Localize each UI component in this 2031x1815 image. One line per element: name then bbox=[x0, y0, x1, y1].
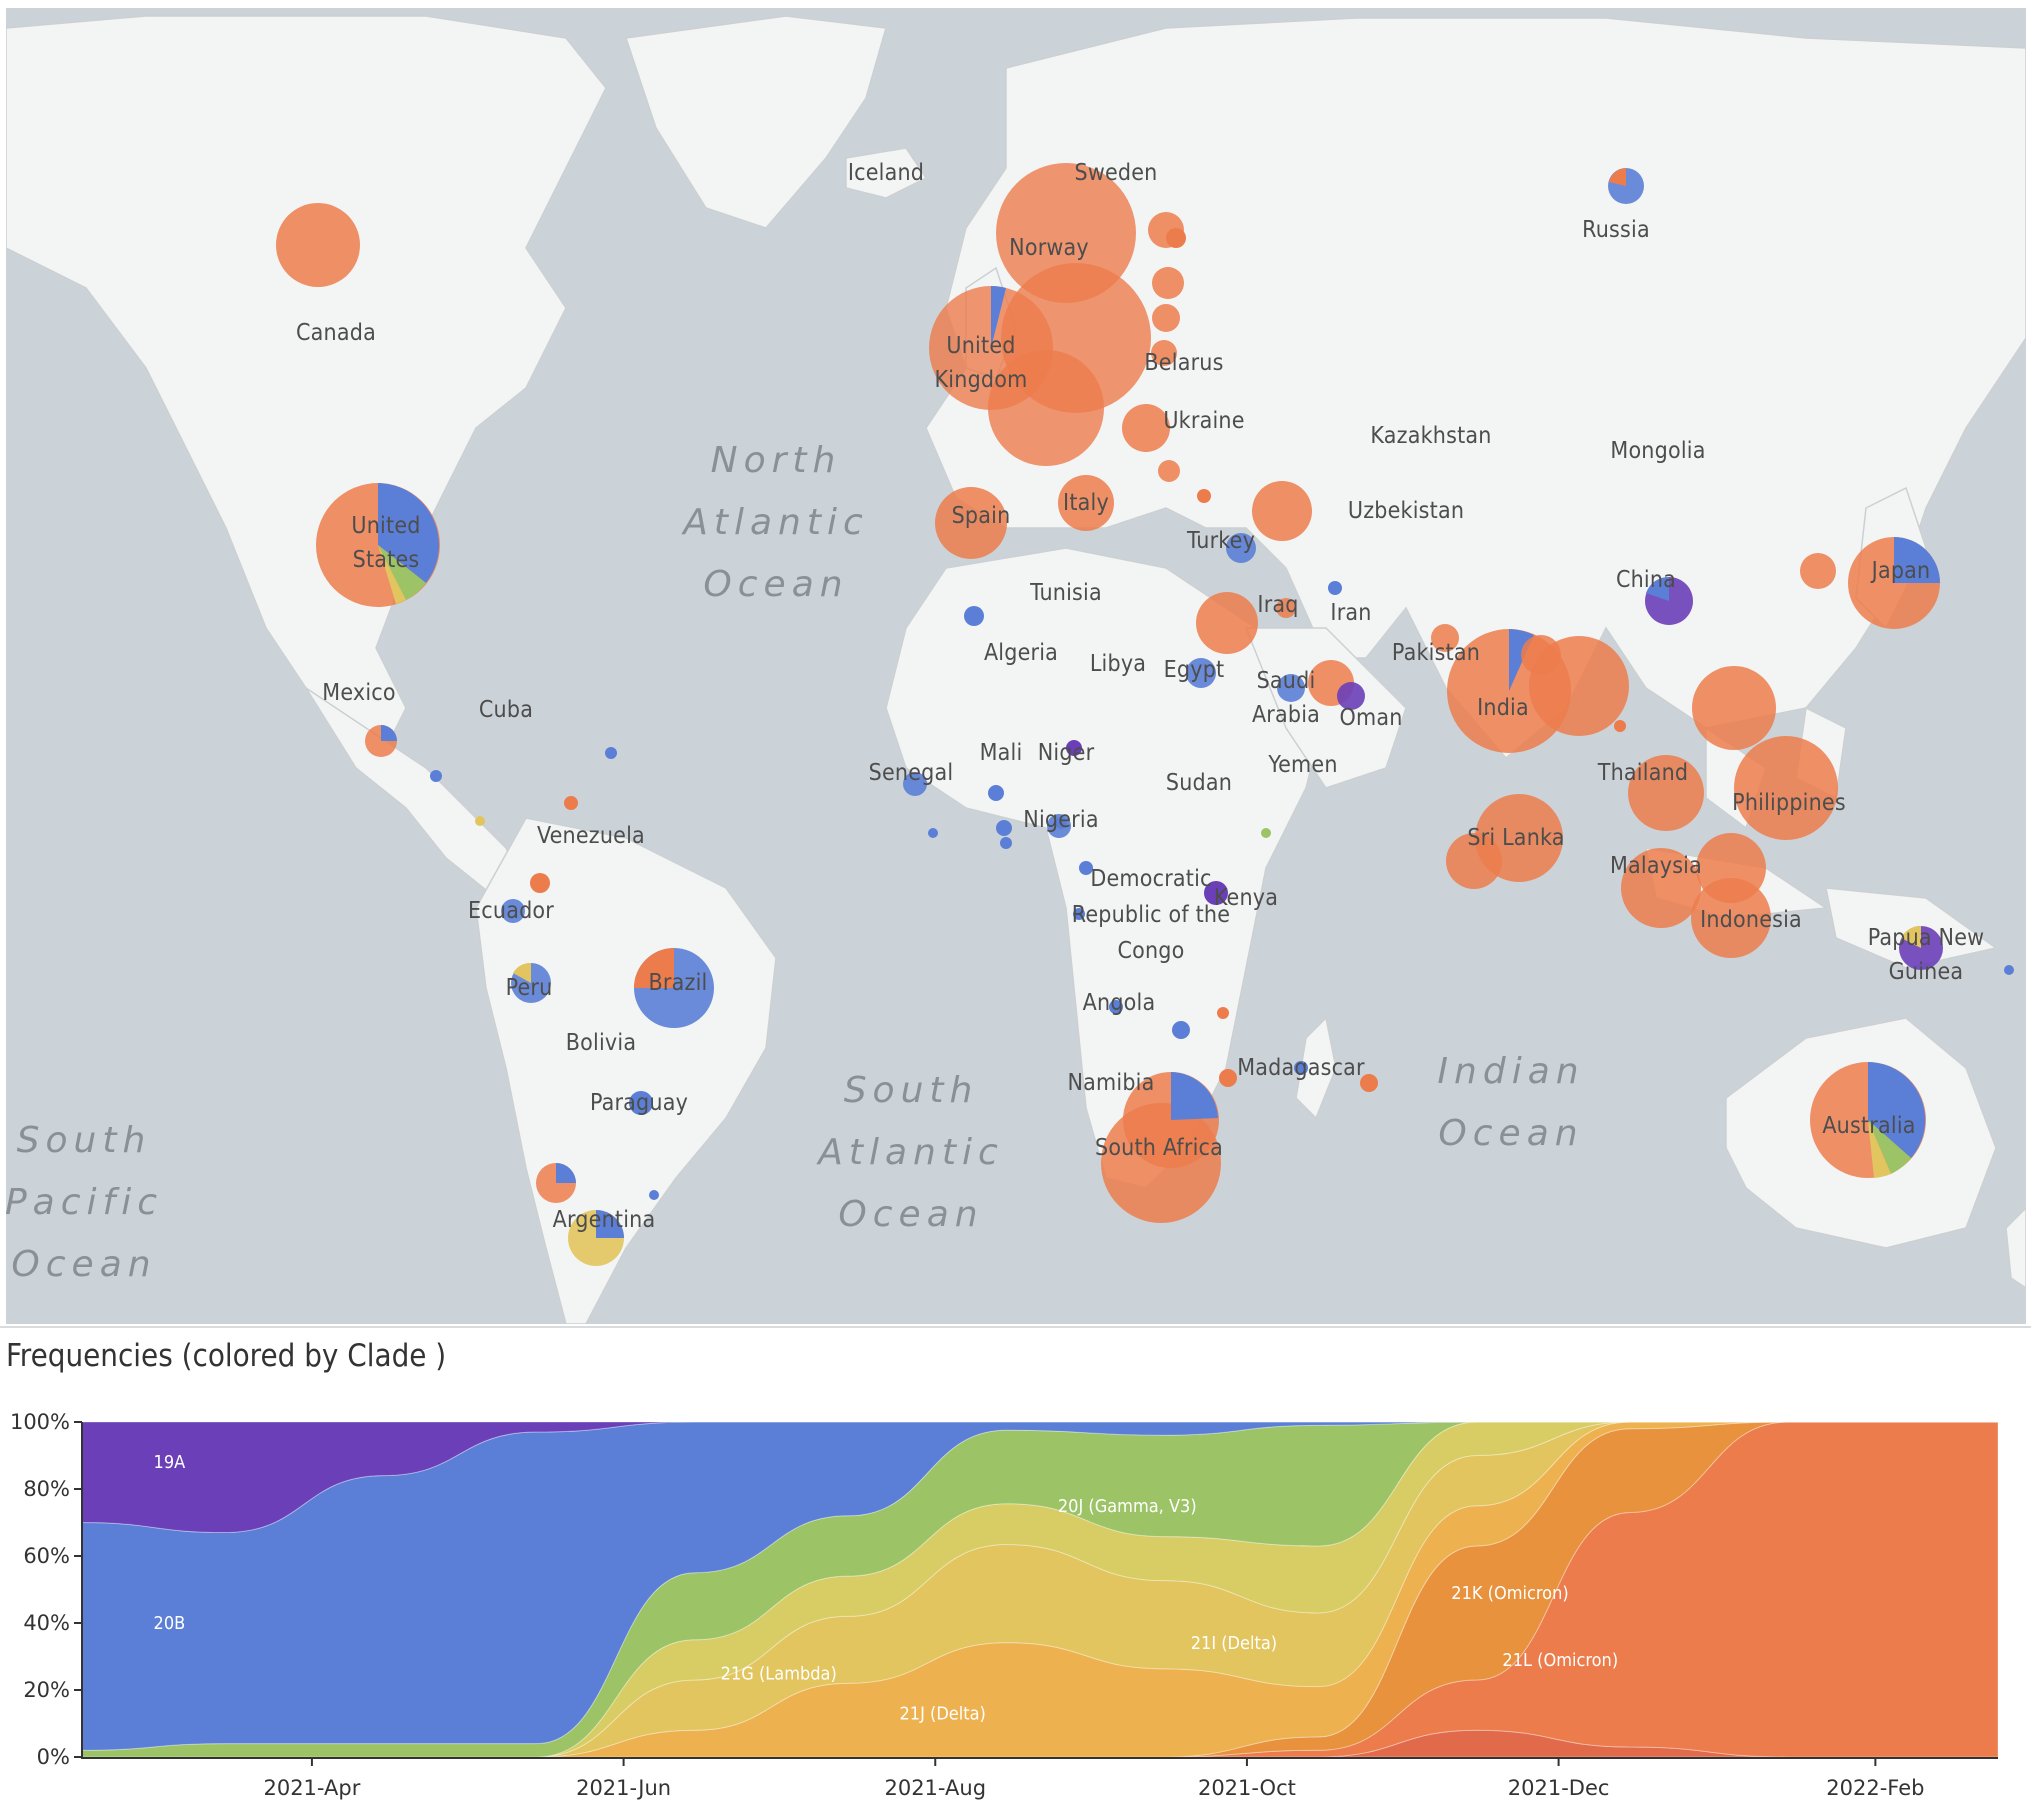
y-tick-label: 100% bbox=[10, 1410, 70, 1434]
country-label[interactable]: Sri Lanka bbox=[1467, 825, 1565, 851]
country-label[interactable]: Ecuador bbox=[468, 898, 554, 924]
stream-20b[interactable] bbox=[81, 1421, 1998, 1751]
y-tick-label: 80% bbox=[23, 1477, 70, 1501]
clade-label: 21G (Lambda) bbox=[721, 1663, 837, 1684]
clade-label: 21J (Delta) bbox=[899, 1703, 985, 1724]
country-label[interactable]: Sweden bbox=[1074, 160, 1158, 186]
country-label[interactable]: Egypt bbox=[1163, 657, 1225, 683]
country-label[interactable]: Mongolia bbox=[1610, 438, 1706, 464]
country-label[interactable]: Cuba bbox=[478, 697, 534, 723]
x-tick-label: 2021-Aug bbox=[884, 1776, 986, 1800]
clade-label: 20B bbox=[154, 1613, 186, 1634]
x-tick-label: 2021-Dec bbox=[1508, 1776, 1610, 1800]
country-label[interactable]: Bolivia bbox=[565, 1030, 637, 1056]
country-label[interactable]: Canada bbox=[296, 320, 376, 346]
country-label[interactable]: Saudi Arabia bbox=[1251, 668, 1321, 728]
country-label[interactable]: Namibia bbox=[1067, 1070, 1155, 1096]
map-land bbox=[6, 15, 2026, 1324]
country-label[interactable]: Russia bbox=[1582, 217, 1650, 243]
country-label[interactable]: Pakistan bbox=[1391, 640, 1481, 666]
y-tick-label: 60% bbox=[23, 1544, 70, 1568]
section-divider bbox=[0, 1326, 2031, 1328]
x-tick-label: 2021-Apr bbox=[263, 1776, 360, 1800]
country-label[interactable]: Libya bbox=[1089, 651, 1147, 677]
country-label[interactable]: Uzbekistan bbox=[1347, 498, 1465, 524]
country-label[interactable]: Philippines bbox=[1732, 790, 1846, 816]
country-label[interactable]: Norway bbox=[1009, 235, 1089, 261]
ocean-label: South Atlantic Ocean bbox=[818, 1070, 1004, 1235]
x-tick-label: 2022-Feb bbox=[1826, 1776, 1924, 1800]
country-label[interactable]: Italy bbox=[1063, 490, 1109, 516]
country-label[interactable]: Thailand bbox=[1597, 760, 1689, 786]
y-tick-label: 0% bbox=[37, 1745, 70, 1769]
country-label[interactable]: South Africa bbox=[1094, 1135, 1224, 1161]
ocean-label: Indian Ocean bbox=[1437, 1051, 1585, 1154]
country-label[interactable]: United Kingdom bbox=[934, 333, 1028, 393]
country-label[interactable]: Malaysia bbox=[1609, 853, 1703, 879]
country-label[interactable]: Peru bbox=[505, 975, 553, 1001]
clade-label: 21I (Delta) bbox=[1191, 1633, 1277, 1654]
stream-20j-gamma-v3-[interactable] bbox=[81, 1421, 1998, 1758]
country-label[interactable]: Kazakhstan bbox=[1370, 423, 1492, 449]
country-label[interactable]: United States bbox=[351, 513, 421, 573]
x-tick-label: 2021-Oct bbox=[1198, 1776, 1296, 1800]
country-label[interactable]: Ukraine bbox=[1163, 408, 1245, 434]
ocean-label: South Pacific Ocean bbox=[6, 1120, 164, 1285]
country-label[interactable]: Democratic Republic of the Congo bbox=[1071, 866, 1231, 964]
x-tick-label: 2021-Jun bbox=[576, 1776, 671, 1800]
y-tick-label: 20% bbox=[23, 1678, 70, 1702]
country-label[interactable]: Nigeria bbox=[1023, 807, 1099, 833]
clade-label: 20J (Gamma, V3) bbox=[1058, 1496, 1197, 1517]
world-map[interactable]: North Atlantic Ocean South Atlantic Ocea… bbox=[6, 8, 2026, 1324]
country-label[interactable]: Niger bbox=[1037, 740, 1095, 766]
clade-label: 21L (Omicron) bbox=[1502, 1650, 1618, 1671]
clade-label: 19A bbox=[154, 1452, 186, 1473]
country-label[interactable]: Australia bbox=[1822, 1113, 1916, 1139]
country-bubbles[interactable] bbox=[276, 163, 2014, 1266]
country-label[interactable]: India bbox=[1477, 695, 1529, 721]
country-label[interactable]: Madagascar bbox=[1237, 1055, 1365, 1081]
country-label[interactable]: Mexico bbox=[322, 680, 396, 706]
country-label[interactable]: Algeria bbox=[983, 640, 1059, 666]
country-label[interactable]: Papua New Guinea bbox=[1867, 925, 1985, 985]
country-label[interactable]: Yemen bbox=[1268, 752, 1338, 778]
y-tick-label: 40% bbox=[23, 1611, 70, 1635]
country-label[interactable]: Kenya bbox=[1213, 885, 1279, 911]
country-label[interactable]: Oman bbox=[1339, 705, 1403, 731]
country-label[interactable]: Argentina bbox=[552, 1207, 656, 1233]
country-label[interactable]: Belarus bbox=[1144, 350, 1224, 376]
frequencies-chart[interactable]: 0% 20% 40% 60% 80% 100% 2021-Apr 2021-Jun 2021-A… bbox=[0, 1400, 2031, 1800]
country-label[interactable]: Turkey bbox=[1186, 528, 1256, 554]
clade-label: 21K (Omicron) bbox=[1451, 1583, 1568, 1604]
country-label[interactable]: Brazil bbox=[648, 970, 708, 996]
country-label[interactable]: Senegal bbox=[868, 760, 954, 786]
ocean-label: North Atlantic Ocean bbox=[683, 440, 869, 605]
country-label[interactable]: Venezuela bbox=[537, 823, 645, 849]
stream-19a[interactable] bbox=[81, 1421, 1998, 1534]
country-label[interactable]: Japan bbox=[1871, 558, 1931, 584]
country-label[interactable]: China bbox=[1615, 567, 1677, 593]
country-label[interactable]: Mali bbox=[979, 740, 1023, 766]
country-label[interactable]: Tunisia bbox=[1030, 580, 1102, 606]
country-label[interactable]: Iran bbox=[1330, 600, 1372, 626]
country-label[interactable]: Paraguay bbox=[589, 1090, 689, 1116]
frequencies-title: Frequencies (colored by Clade ) bbox=[6, 1338, 447, 1374]
country-label[interactable]: Indonesia bbox=[1700, 907, 1802, 933]
country-label[interactable]: Iceland bbox=[847, 160, 925, 186]
country-label[interactable]: Sudan bbox=[1165, 770, 1233, 796]
country-label[interactable]: Angola bbox=[1082, 990, 1156, 1016]
country-label[interactable]: Spain bbox=[951, 503, 1011, 529]
country-label[interactable]: Iraq bbox=[1257, 592, 1299, 618]
